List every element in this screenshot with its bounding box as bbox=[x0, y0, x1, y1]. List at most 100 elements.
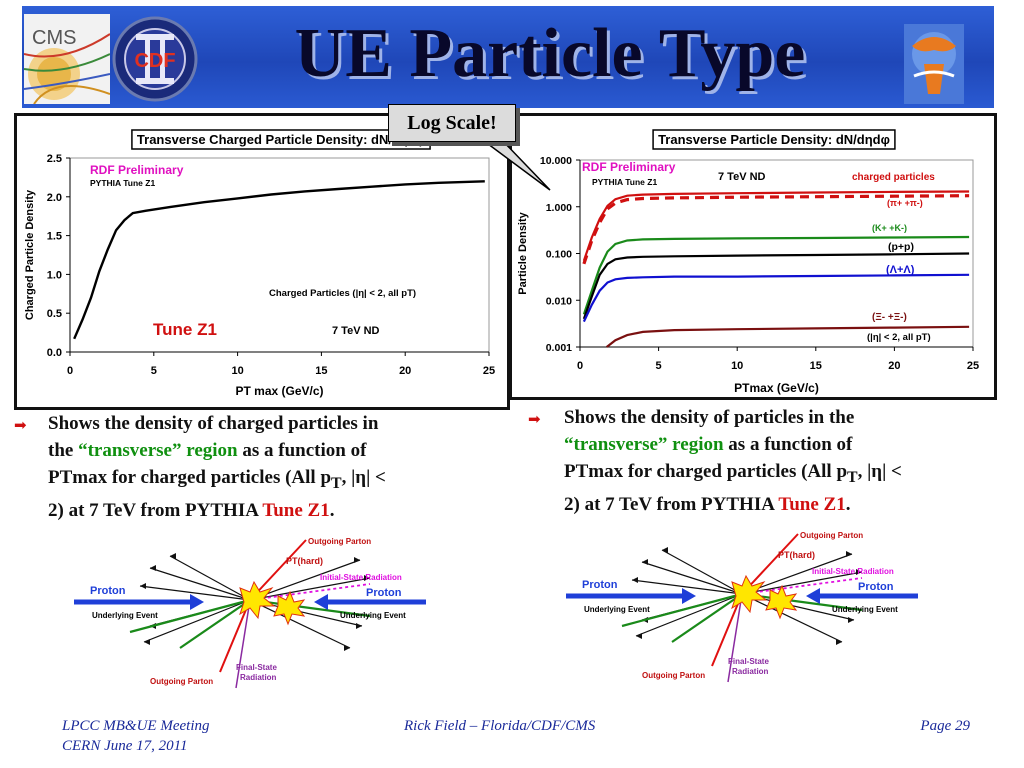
slide-title: UE Particle Type bbox=[294, 15, 806, 92]
arrowhead bbox=[632, 577, 638, 583]
y-axis-label: Charged Particle Density bbox=[24, 189, 36, 320]
pt-hard-label: PT(hard) bbox=[778, 550, 815, 560]
footer-author: Rick Field – Florida/CDF/CMS bbox=[404, 718, 596, 734]
cdf-logo-art: CDF bbox=[112, 16, 198, 102]
x-tick-label: 5 bbox=[151, 365, 157, 377]
series-line bbox=[582, 190, 970, 262]
energy-label: 7 TeV ND bbox=[332, 325, 380, 337]
cms-logo-art: CMS bbox=[23, 14, 111, 105]
particle-track bbox=[741, 571, 863, 595]
x-tick-label: 20 bbox=[888, 360, 900, 372]
right-bullet-transverse: “transverse” region bbox=[564, 434, 724, 455]
final-state-radiation-label: Radiation bbox=[240, 673, 277, 682]
underlying-right-label: Underlying Event bbox=[340, 611, 406, 620]
underlying-left-label: Underlying Event bbox=[92, 611, 158, 620]
outgoing-parton-bottom-track bbox=[219, 599, 251, 673]
left-bullet-line3a: PTmax for charged particles (All p bbox=[48, 467, 332, 488]
arrowhead bbox=[856, 569, 862, 575]
series-line bbox=[582, 252, 970, 320]
y-tick-label: 0.001 bbox=[546, 342, 572, 354]
y-tick-label: 1.0 bbox=[47, 269, 62, 281]
left-bullet-line3b: , |η| < bbox=[341, 467, 386, 488]
initial-state-label: Initial-State Radiation bbox=[320, 573, 402, 582]
final-state-radiation-label: Radiation bbox=[732, 667, 769, 676]
arrowhead bbox=[636, 633, 642, 639]
footer-meeting: LPCC MB&UE Meeting bbox=[62, 718, 210, 734]
outgoing-parton-bottom-track bbox=[711, 593, 743, 667]
x-tick-label: 25 bbox=[967, 360, 979, 372]
arrowhead bbox=[144, 639, 150, 645]
rdf-preliminary-label: RDF Preliminary bbox=[90, 163, 184, 177]
left-bullet-line3-sub: T bbox=[331, 474, 342, 492]
arrowhead bbox=[836, 639, 842, 645]
proton-right-label: Proton bbox=[858, 581, 894, 593]
underlying-track bbox=[129, 598, 251, 634]
series-label: (Λ+Λ) bbox=[886, 264, 915, 276]
footer-left: LPCC MB&UE Meeting CERN June 17, 2011 bbox=[62, 716, 302, 756]
proton-left-arrowhead bbox=[682, 588, 696, 604]
final-state-label: Final-State bbox=[728, 657, 769, 666]
arrowhead bbox=[356, 623, 362, 629]
left-bullet-tune: Tune Z1 bbox=[262, 499, 330, 521]
series-line bbox=[582, 194, 970, 265]
right-bullet-line3-sub: T bbox=[847, 468, 858, 486]
florida-logo-art bbox=[904, 24, 964, 104]
right-bullet-text: Shows the density of particles in the “t… bbox=[564, 404, 1004, 518]
proton-right-arrowhead bbox=[314, 594, 328, 610]
right-bullet-line2b: as a function of bbox=[723, 434, 853, 455]
arrowhead bbox=[848, 617, 854, 623]
particle-track bbox=[249, 577, 371, 601]
left-bullet-text: Shows the density of charged particles i… bbox=[48, 410, 478, 524]
arrowhead bbox=[170, 553, 176, 559]
event-diagram-right: Outgoing Parton PT(hard) Initial-State Rad… bbox=[566, 531, 918, 683]
log-scale-callout: Log Scale! bbox=[388, 104, 516, 142]
arrowhead bbox=[150, 565, 156, 571]
particle-track bbox=[631, 579, 743, 595]
right-bullet-line1: Shows the density of particles in the bbox=[564, 407, 855, 428]
outgoing-parton-top-label: Outgoing Parton bbox=[308, 537, 371, 546]
right-bullet-line4b: . bbox=[845, 493, 851, 515]
arrowhead bbox=[642, 559, 648, 565]
particle-track bbox=[149, 567, 251, 601]
x-tick-label: 10 bbox=[731, 360, 743, 372]
x-tick-label: 10 bbox=[231, 365, 243, 377]
event-diagram-left: Outgoing Parton PT(hard) Initial-State Rad… bbox=[74, 537, 426, 689]
footer-page: Page 29 bbox=[920, 718, 970, 734]
collision-star bbox=[239, 580, 276, 620]
left-bullet-line4b: . bbox=[329, 499, 335, 521]
particle-track bbox=[661, 549, 743, 595]
x-tick-label: 0 bbox=[67, 365, 73, 377]
series-label: charged particles bbox=[852, 172, 935, 183]
final-state-label: Final-State bbox=[236, 663, 277, 672]
left-chart: Transverse Charged Particle Density: dN/… bbox=[24, 129, 495, 398]
right-chart: Transverse Particle Density: dN/dηdφ 0.00… bbox=[517, 129, 979, 395]
series-label: (Ξ- +Ξ-) bbox=[872, 312, 907, 323]
outgoing-parton-bottom-label: Outgoing Parton bbox=[642, 671, 705, 680]
left-bullet-line2a: the bbox=[48, 440, 79, 461]
arrowhead bbox=[344, 645, 350, 651]
particle-track bbox=[741, 593, 843, 643]
y-tick-label: 0.010 bbox=[546, 295, 572, 307]
footer-date: CERN June 17, 2011 bbox=[62, 738, 188, 754]
y-tick-label: 10.000 bbox=[540, 155, 572, 167]
fsr-track bbox=[727, 593, 743, 683]
florida-logo bbox=[904, 24, 964, 104]
underlying-right-label: Underlying Event bbox=[832, 605, 898, 614]
selection-label: Charged Particles (|η| < 2, all pT) bbox=[269, 288, 416, 299]
outgoing-parton-top-label: Outgoing Parton bbox=[800, 531, 863, 540]
x-axis-label: PT max (GeV/c) bbox=[235, 384, 323, 398]
tune-z1-label: Tune Z1 bbox=[153, 320, 217, 339]
proton-right-label: Proton bbox=[366, 587, 402, 599]
arrowhead bbox=[140, 583, 146, 589]
proton-left-arrowhead bbox=[190, 594, 204, 610]
y-axis-label: Particle Density bbox=[517, 211, 529, 294]
left-bullet-line2b: as a function of bbox=[237, 440, 367, 461]
isr-track bbox=[249, 583, 371, 601]
right-bullet-line3b: , |η| < bbox=[857, 461, 902, 482]
arrowhead bbox=[662, 547, 668, 553]
chart-title-box bbox=[652, 129, 896, 150]
particle-track bbox=[169, 555, 251, 601]
series-line bbox=[582, 235, 970, 315]
y-tick-label: 2.5 bbox=[47, 153, 62, 165]
arrowhead bbox=[846, 551, 852, 557]
